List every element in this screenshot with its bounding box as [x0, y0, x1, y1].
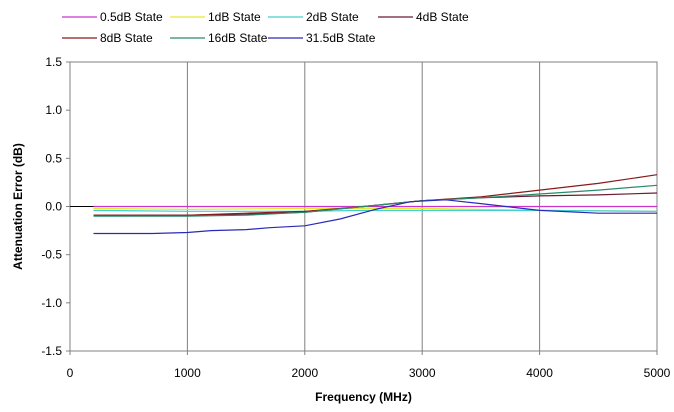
tick-labels: 1.5 1.0 0.5 0.0 -0.5 -1.0 -1.5 0 1000 2000 3000 400… — [41, 55, 670, 380]
legend-label: 4dB State — [416, 10, 469, 24]
x-tick-label: 2000 — [291, 366, 318, 380]
x-tick-label: 4000 — [526, 366, 553, 380]
y-tick-label: 1.5 — [45, 55, 62, 69]
legend-label: 1dB State — [208, 10, 261, 24]
legend-label: 31.5dB State — [306, 31, 376, 45]
y-axis-title: Attenuation Error (dB) — [11, 143, 25, 270]
legend-label: 0.5dB State — [100, 10, 163, 24]
legend-item: 2dB State — [268, 10, 359, 24]
legend-label: 16dB State — [208, 31, 268, 45]
x-tick-label: 5000 — [644, 366, 671, 380]
y-tick-label: 0.0 — [45, 200, 62, 214]
legend-item: 4dB State — [378, 10, 469, 24]
legend-item: 16dB State — [170, 31, 268, 45]
legend-item: 8dB State — [62, 31, 153, 45]
y-tick-label: -0.5 — [41, 248, 62, 262]
y-tick-label: 0.5 — [45, 151, 62, 165]
x-tick-label: 3000 — [409, 366, 436, 380]
x-tick-label: 1000 — [174, 366, 201, 380]
legend-label: 8dB State — [100, 31, 153, 45]
y-tick-label: -1.5 — [41, 344, 62, 358]
legend-label: 2dB State — [306, 10, 359, 24]
legend-item: 1dB State — [170, 10, 261, 24]
x-axis-title: Frequency (MHz) — [315, 390, 412, 404]
y-tick-label: 1.0 — [45, 103, 62, 117]
legend: 0.5dB State 1dB State 2dB State 4dB State 8d… — [62, 10, 469, 45]
x-tick-label: 0 — [67, 366, 74, 380]
legend-item: 0.5dB State — [62, 10, 163, 24]
legend-item: 31.5dB State — [268, 31, 376, 45]
series-line-16db-state — [93, 184, 658, 217]
series-line-31-5db-state — [93, 199, 657, 235]
y-tick-label: -1.0 — [41, 296, 62, 310]
series-layer — [93, 174, 658, 235]
